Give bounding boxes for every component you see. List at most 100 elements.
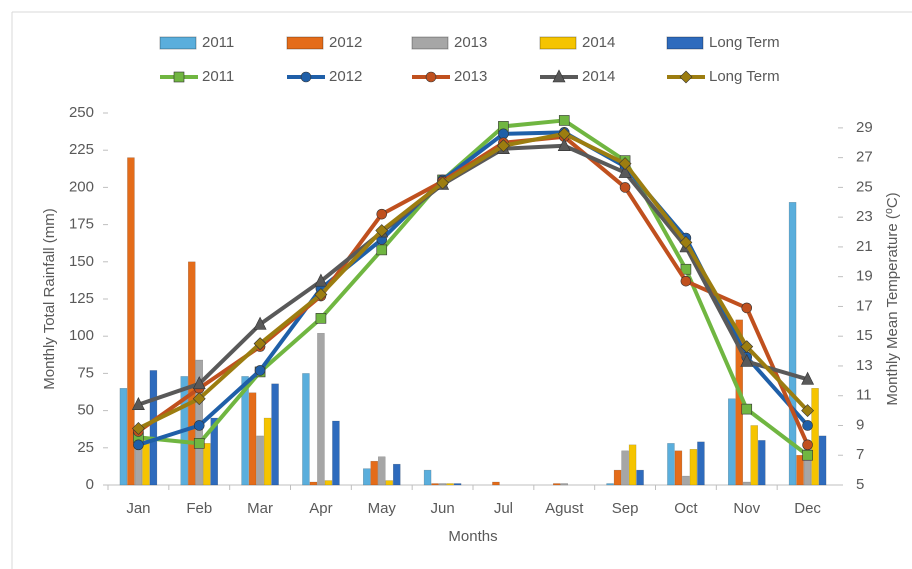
x-tick-label: Dec bbox=[794, 500, 821, 517]
bar bbox=[302, 373, 310, 486]
bar bbox=[149, 370, 158, 486]
y-tick-label: 150 bbox=[69, 253, 94, 270]
legend-swatch bbox=[286, 36, 324, 50]
bar bbox=[613, 469, 622, 486]
line bbox=[138, 118, 809, 457]
line-marker bbox=[618, 157, 632, 171]
line-marker bbox=[680, 275, 692, 287]
legend-marker bbox=[173, 71, 185, 83]
line-marker bbox=[436, 176, 450, 190]
x-tick-label: Mar bbox=[247, 500, 273, 517]
y-tick-label: 0 bbox=[86, 476, 94, 493]
x-tick-label: Jul bbox=[494, 500, 513, 517]
line-marker bbox=[740, 340, 754, 354]
y2-tick-label: 15 bbox=[856, 327, 873, 344]
line-marker bbox=[680, 263, 692, 275]
line-marker bbox=[741, 403, 753, 415]
line-marker bbox=[557, 138, 571, 152]
bar bbox=[438, 483, 447, 486]
bar bbox=[256, 435, 264, 486]
y2-tick-label: 5 bbox=[856, 476, 864, 493]
line-marker bbox=[376, 244, 388, 256]
y-tick-label: 225 bbox=[69, 141, 94, 158]
bar bbox=[743, 481, 751, 486]
bar bbox=[317, 332, 325, 486]
x-tick-label: Apr bbox=[309, 500, 332, 517]
bar bbox=[119, 388, 128, 486]
bar bbox=[628, 444, 637, 486]
legend-label: 2011 bbox=[202, 68, 234, 85]
line-marker bbox=[619, 182, 631, 193]
line-marker bbox=[193, 438, 205, 449]
line-marker bbox=[314, 273, 328, 287]
bar bbox=[560, 483, 568, 486]
bar bbox=[811, 388, 819, 486]
y2-tick-label: 19 bbox=[856, 268, 873, 285]
line-marker bbox=[253, 337, 267, 351]
legend-swatch bbox=[411, 36, 449, 50]
x-tick-label: Jun bbox=[430, 500, 454, 517]
line-marker bbox=[801, 404, 815, 418]
bar bbox=[818, 435, 827, 486]
line-marker bbox=[558, 115, 570, 126]
line-marker bbox=[376, 208, 388, 220]
x-tick-label: Jan bbox=[126, 500, 150, 517]
bar bbox=[332, 420, 340, 486]
line-marker bbox=[192, 392, 206, 406]
line-marker bbox=[133, 439, 144, 451]
line-marker bbox=[618, 164, 632, 178]
line-marker bbox=[254, 365, 266, 376]
bar bbox=[393, 463, 401, 486]
y-tick-label: 100 bbox=[69, 327, 94, 344]
legend-label: 2011 bbox=[202, 34, 234, 51]
legend-marker bbox=[300, 71, 312, 83]
y2-tick-label: 23 bbox=[856, 208, 873, 225]
bar bbox=[324, 480, 333, 486]
bar bbox=[674, 450, 683, 486]
legend-swatch bbox=[539, 36, 577, 50]
bar bbox=[370, 460, 378, 486]
bar bbox=[385, 480, 393, 486]
y-axis-label: Monthly Total Rainfall (mm) bbox=[41, 208, 58, 389]
y2-tick-label: 11 bbox=[856, 387, 872, 404]
legend-label: 2013 bbox=[454, 68, 487, 85]
line-marker bbox=[802, 449, 813, 461]
y2-tick-label: 29 bbox=[856, 119, 873, 136]
bar bbox=[758, 440, 766, 486]
legend-marker bbox=[552, 69, 566, 83]
x-tick-label: Sep bbox=[612, 500, 639, 517]
line-marker bbox=[315, 313, 327, 324]
y-tick-label: 50 bbox=[77, 402, 94, 419]
bar bbox=[127, 157, 135, 486]
x-tick-label: Oct bbox=[674, 500, 698, 517]
legend-label: Long Term bbox=[709, 34, 780, 51]
bar bbox=[142, 440, 150, 486]
legend-label: 2013 bbox=[454, 34, 487, 51]
bar bbox=[188, 261, 196, 486]
x-tick-label: Feb bbox=[186, 500, 212, 517]
bar bbox=[796, 454, 804, 486]
bar bbox=[682, 475, 690, 486]
legend-marker bbox=[679, 70, 693, 84]
bar bbox=[446, 483, 454, 486]
bar bbox=[667, 443, 675, 486]
bar bbox=[203, 443, 211, 486]
x-tick-label: Nov bbox=[733, 500, 760, 517]
bar bbox=[431, 483, 439, 486]
y2-tick-label: 27 bbox=[856, 149, 873, 166]
x-axis-label: Months bbox=[448, 528, 497, 545]
bar bbox=[492, 481, 500, 486]
bar bbox=[248, 392, 257, 486]
line-marker bbox=[802, 439, 813, 451]
bar bbox=[423, 469, 432, 486]
legend-swatch bbox=[666, 36, 704, 50]
legend-label: 2012 bbox=[329, 68, 362, 85]
line-marker bbox=[131, 422, 145, 435]
bar bbox=[263, 417, 272, 486]
bar bbox=[636, 469, 644, 486]
line-marker bbox=[740, 353, 754, 367]
y-tick-label: 175 bbox=[69, 216, 94, 233]
legend-label: 2014 bbox=[582, 68, 615, 85]
bar bbox=[378, 456, 386, 486]
legend-label: 2012 bbox=[329, 34, 362, 51]
